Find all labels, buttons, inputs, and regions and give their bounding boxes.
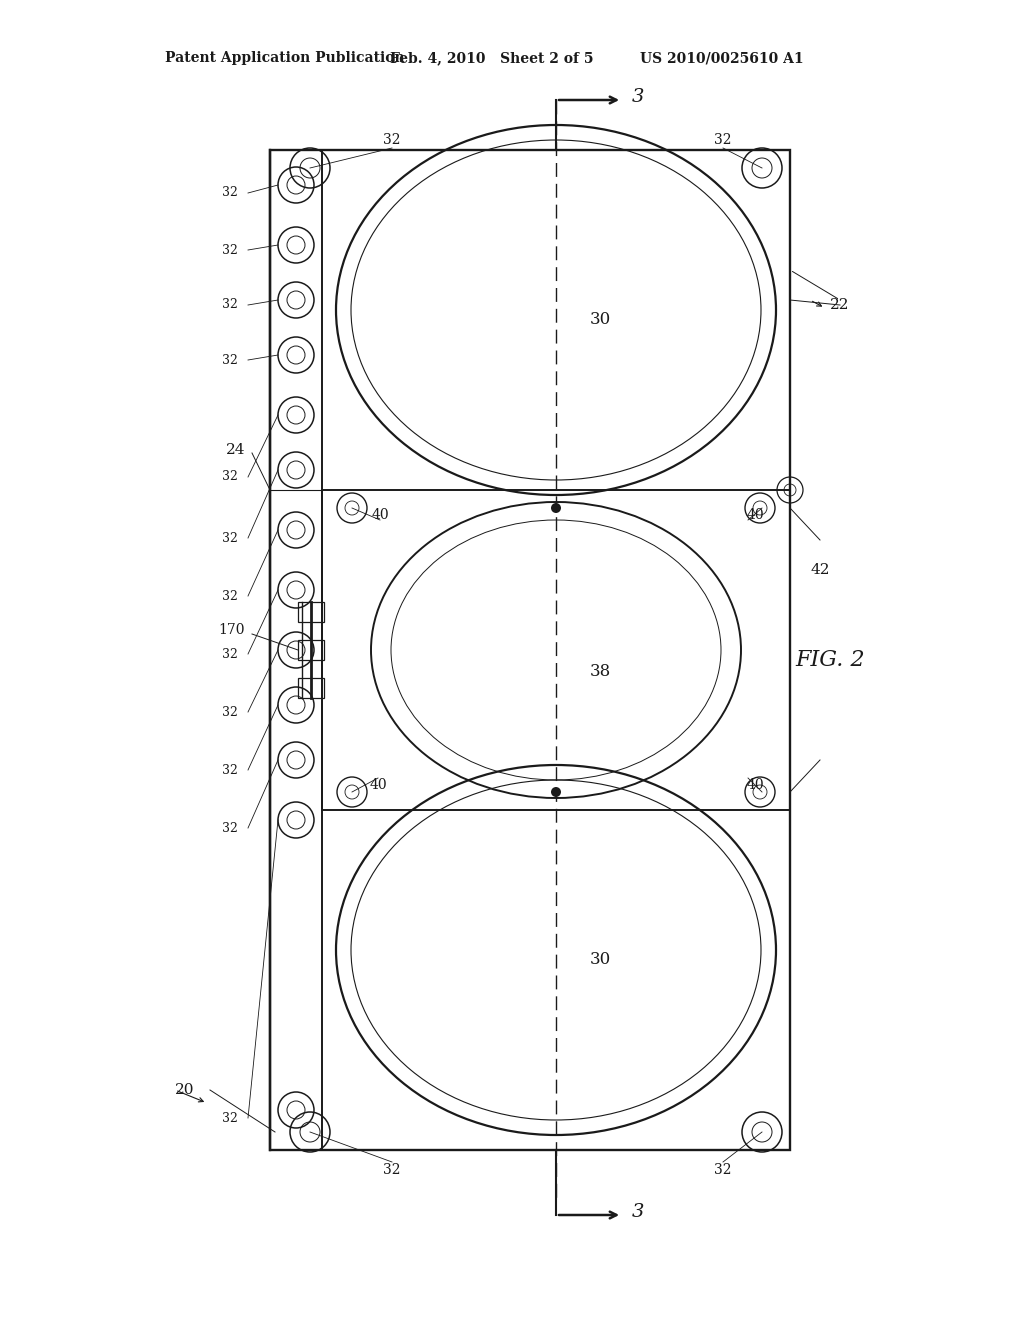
- Text: 20: 20: [175, 1082, 195, 1097]
- Text: 24: 24: [226, 444, 246, 457]
- Text: 42: 42: [810, 564, 829, 577]
- Text: 32: 32: [222, 763, 238, 776]
- Text: 32: 32: [222, 821, 238, 834]
- Text: Patent Application Publication: Patent Application Publication: [165, 51, 404, 65]
- Text: 3: 3: [632, 88, 644, 106]
- Bar: [298, 678, 324, 698]
- Text: 32: 32: [222, 470, 238, 483]
- Text: 32: 32: [222, 532, 238, 544]
- Text: 170: 170: [219, 623, 246, 638]
- Text: 32: 32: [715, 133, 732, 147]
- Text: 32: 32: [222, 298, 238, 312]
- Text: 32: 32: [222, 243, 238, 256]
- Bar: [322, 490, 790, 810]
- Text: FIG. 2: FIG. 2: [796, 649, 865, 671]
- Text: 32: 32: [383, 133, 400, 147]
- Text: 32: 32: [715, 1163, 732, 1177]
- Text: 38: 38: [590, 664, 610, 681]
- Text: 40: 40: [370, 777, 387, 792]
- Bar: [298, 640, 324, 660]
- Text: 30: 30: [590, 312, 610, 329]
- Text: 32: 32: [222, 648, 238, 660]
- Text: 32: 32: [222, 590, 238, 602]
- Text: 32: 32: [222, 1111, 238, 1125]
- Text: 40: 40: [746, 777, 764, 792]
- Circle shape: [551, 787, 561, 797]
- Text: Feb. 4, 2010   Sheet 2 of 5: Feb. 4, 2010 Sheet 2 of 5: [390, 51, 594, 65]
- Text: 3: 3: [632, 1203, 644, 1221]
- Text: 32: 32: [222, 705, 238, 718]
- Text: 32: 32: [222, 186, 238, 199]
- Circle shape: [551, 503, 561, 513]
- Text: 32: 32: [222, 354, 238, 367]
- Text: 40: 40: [371, 508, 389, 521]
- Text: 32: 32: [383, 1163, 400, 1177]
- Bar: [270, 150, 790, 1150]
- Text: US 2010/0025610 A1: US 2010/0025610 A1: [640, 51, 804, 65]
- Bar: [298, 602, 324, 622]
- Text: 22: 22: [830, 298, 850, 312]
- Text: 30: 30: [590, 952, 610, 969]
- Text: 40: 40: [746, 508, 764, 521]
